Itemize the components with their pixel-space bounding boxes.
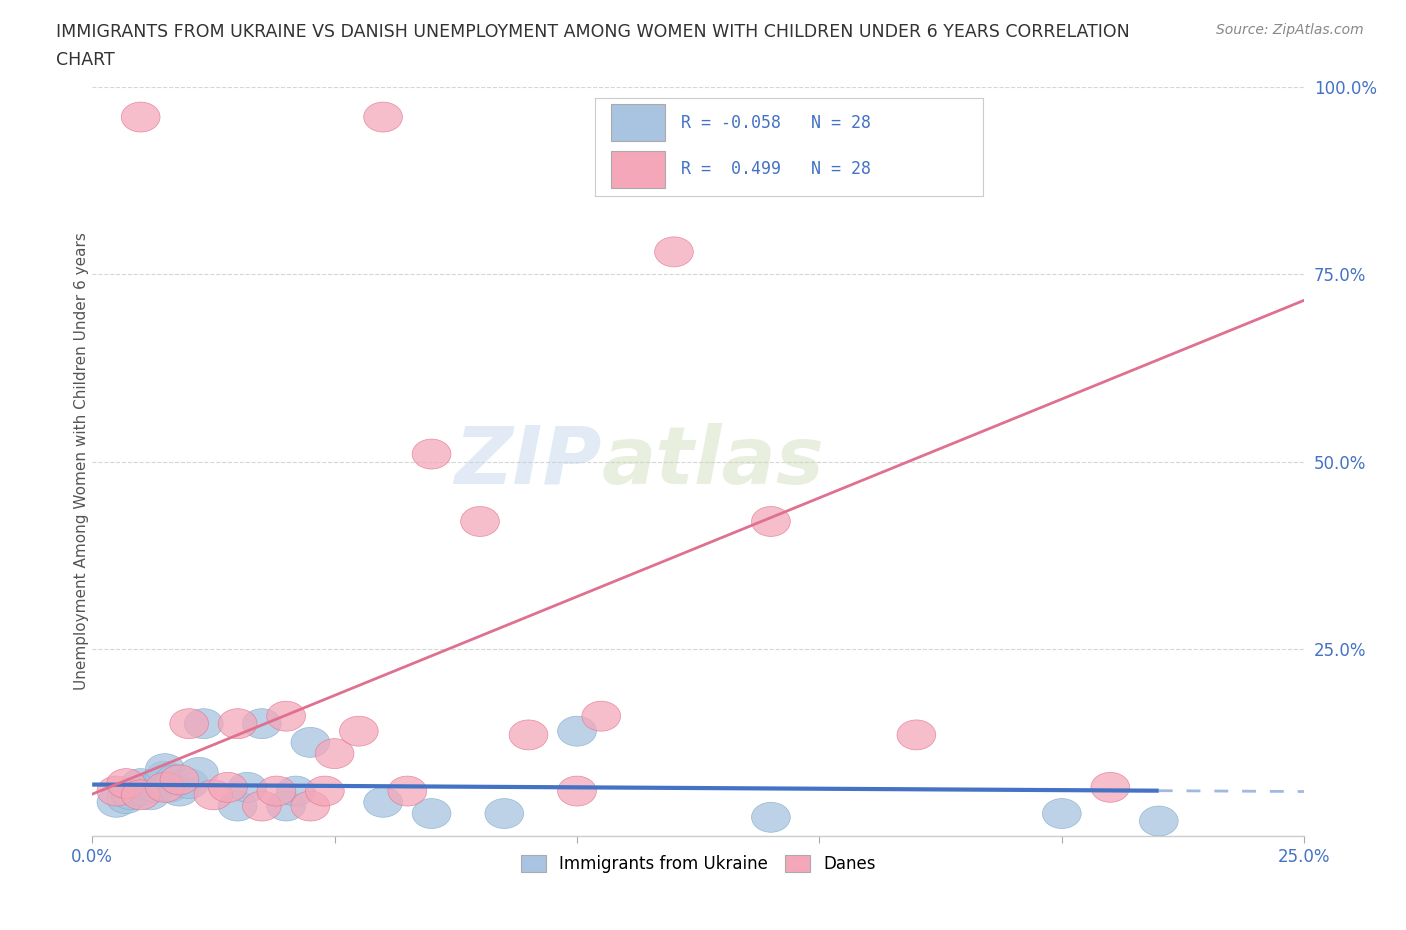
Ellipse shape [180, 757, 218, 788]
Ellipse shape [145, 761, 184, 791]
Ellipse shape [184, 709, 224, 738]
Ellipse shape [364, 102, 402, 132]
Text: IMMIGRANTS FROM UKRAINE VS DANISH UNEMPLOYMENT AMONG WOMEN WITH CHILDREN UNDER 6: IMMIGRANTS FROM UKRAINE VS DANISH UNEMPL… [56, 23, 1130, 41]
Ellipse shape [558, 716, 596, 746]
Y-axis label: Unemployment Among Women with Children Under 6 years: Unemployment Among Women with Children U… [73, 232, 89, 690]
Ellipse shape [107, 768, 145, 799]
Ellipse shape [121, 768, 160, 799]
Ellipse shape [121, 777, 160, 806]
Ellipse shape [121, 780, 160, 810]
Text: CHART: CHART [56, 51, 115, 69]
Ellipse shape [412, 799, 451, 829]
Ellipse shape [121, 102, 160, 132]
Ellipse shape [218, 791, 257, 821]
Ellipse shape [155, 764, 194, 795]
Ellipse shape [897, 720, 936, 750]
Ellipse shape [131, 780, 170, 810]
Ellipse shape [558, 777, 596, 806]
Text: ZIP: ZIP [454, 422, 602, 500]
Ellipse shape [160, 777, 198, 806]
Ellipse shape [267, 791, 305, 821]
Ellipse shape [388, 777, 426, 806]
Ellipse shape [97, 788, 136, 817]
Ellipse shape [1091, 772, 1129, 803]
Ellipse shape [242, 791, 281, 821]
Legend: Immigrants from Ukraine, Danes: Immigrants from Ukraine, Danes [515, 848, 882, 880]
Ellipse shape [1042, 799, 1081, 829]
Ellipse shape [315, 738, 354, 768]
Ellipse shape [111, 780, 150, 810]
Ellipse shape [305, 777, 344, 806]
Ellipse shape [170, 768, 208, 799]
Ellipse shape [461, 507, 499, 537]
Ellipse shape [107, 784, 145, 814]
Ellipse shape [194, 780, 233, 810]
Ellipse shape [1139, 806, 1178, 836]
Text: atlas: atlas [602, 422, 824, 500]
Ellipse shape [208, 772, 247, 803]
Ellipse shape [267, 701, 305, 731]
Ellipse shape [412, 439, 451, 469]
Ellipse shape [291, 727, 330, 757]
Ellipse shape [257, 777, 295, 806]
Ellipse shape [752, 507, 790, 537]
Ellipse shape [655, 237, 693, 267]
Ellipse shape [582, 701, 620, 731]
Ellipse shape [218, 709, 257, 738]
Ellipse shape [136, 772, 174, 803]
Ellipse shape [97, 777, 136, 806]
Ellipse shape [509, 720, 548, 750]
Ellipse shape [145, 753, 184, 784]
Ellipse shape [291, 791, 330, 821]
Ellipse shape [228, 772, 267, 803]
Ellipse shape [339, 716, 378, 746]
Ellipse shape [150, 772, 190, 803]
Ellipse shape [160, 764, 198, 795]
Ellipse shape [242, 709, 281, 738]
Ellipse shape [145, 772, 184, 803]
Ellipse shape [752, 803, 790, 832]
Text: Source: ZipAtlas.com: Source: ZipAtlas.com [1216, 23, 1364, 37]
Ellipse shape [364, 788, 402, 817]
Ellipse shape [170, 709, 208, 738]
Ellipse shape [485, 799, 523, 829]
Ellipse shape [277, 777, 315, 806]
